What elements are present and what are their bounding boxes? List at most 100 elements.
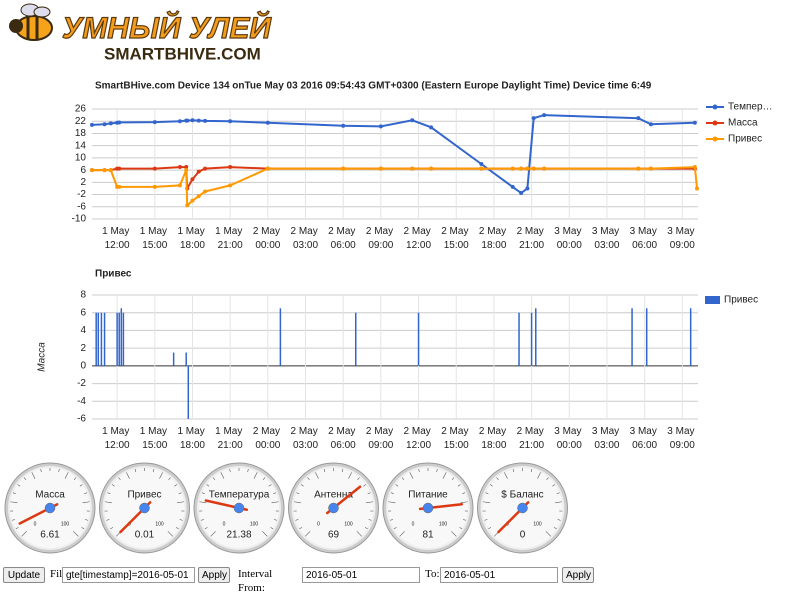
x-tick-label: 2 May 21:00 <box>517 426 547 451</box>
x-tick-time: 15:00 <box>444 440 469 451</box>
x-tick-date: 3 May <box>592 426 622 437</box>
x-tick-date: 1 May <box>102 426 132 437</box>
series-point <box>532 167 536 171</box>
apply-button-2[interactable]: Apply <box>562 567 594 583</box>
x-tick-date: 2 May <box>404 226 434 237</box>
page: УМНЫЙ УЛЕЙ SMARTBHIVE.COM SmartBHive.com… <box>0 0 800 576</box>
y-tick-label: 10 <box>75 153 87 164</box>
x-tick-date: 3 May <box>630 226 660 237</box>
series-point <box>203 119 207 123</box>
series-point <box>228 165 232 169</box>
series-point <box>429 125 433 129</box>
x-tick-time: 21:00 <box>519 240 544 251</box>
to-label: To: <box>425 567 440 583</box>
x-tick-date: 1 May <box>177 426 207 437</box>
gauge-hub <box>423 503 433 513</box>
x-tick-label: 2 May 09:00 <box>366 226 396 251</box>
gauge-value: 81 <box>422 530 434 541</box>
x-tick-date: 2 May <box>517 226 547 237</box>
legend-label: Привес <box>728 134 762 145</box>
x-tick-time: 00:00 <box>557 440 582 451</box>
bar <box>188 366 190 419</box>
gauge: Привес01000.01 <box>100 463 190 553</box>
x-tick-date: 1 May <box>215 226 245 237</box>
x-tick-time: 15:00 <box>142 240 167 251</box>
x-tick-date: 2 May <box>291 426 321 437</box>
series-point <box>178 165 182 169</box>
legend-dot <box>713 137 718 142</box>
series-point <box>185 119 189 123</box>
bar <box>101 313 103 366</box>
series-point <box>379 124 383 128</box>
x-tick-date: 3 May <box>630 426 660 437</box>
bar <box>690 308 692 366</box>
logo-subtitle: SMARTBHIVE.COM <box>104 44 261 63</box>
series-point <box>693 121 697 125</box>
bar <box>104 313 106 366</box>
gauge-min: 0 <box>412 521 415 527</box>
x-tick-label: 3 May 03:00 <box>592 426 622 451</box>
x-tick-date: 1 May <box>215 426 245 437</box>
filter-input[interactable] <box>62 567 195 583</box>
x-tick-date: 1 May <box>102 226 132 237</box>
logo-title: УМНЫЙ УЛЕЙ <box>62 10 272 45</box>
series-point <box>695 186 699 190</box>
series-point <box>190 118 194 122</box>
gauge-label: Температура <box>209 490 270 501</box>
y-tick-label: -2 <box>77 378 86 389</box>
x-tick-time: 21:00 <box>519 440 544 451</box>
x-tick-time: 21:00 <box>218 240 243 251</box>
series-point <box>636 167 640 171</box>
update-button[interactable]: Update <box>3 567 45 583</box>
x-tick-date: 1 May <box>177 226 207 237</box>
series-point <box>649 122 653 126</box>
x-tick-label: 2 May 18:00 <box>479 426 509 451</box>
gauge: $ Баланс01000 <box>478 463 568 553</box>
apply-button[interactable]: Apply <box>198 567 230 583</box>
to-input[interactable] <box>440 567 558 583</box>
x-tick-date: 2 May <box>328 426 358 437</box>
x-tick-label: 2 May 12:00 <box>404 426 434 451</box>
gauge-hub <box>45 503 55 513</box>
x-tick-label: 2 May 15:00 <box>441 226 471 251</box>
x-tick-date: 1 May <box>140 426 170 437</box>
gauge-value: 21.38 <box>226 530 251 541</box>
gauge-hub <box>329 503 339 513</box>
series-point <box>153 167 157 171</box>
y-tick-label: -4 <box>77 396 86 407</box>
series-point <box>511 185 515 189</box>
series-point <box>109 168 113 172</box>
series-point <box>479 162 483 166</box>
from-input[interactable] <box>302 567 420 583</box>
x-tick-label: 1 May 18:00 <box>177 226 207 251</box>
series-point <box>228 119 232 123</box>
x-tick-date: 3 May <box>554 426 584 437</box>
legend-swatch <box>705 296 720 304</box>
y-tick-label: -6 <box>77 414 86 425</box>
series-point <box>184 168 188 172</box>
x-tick-label: 1 May 15:00 <box>140 226 170 251</box>
bar <box>531 313 533 366</box>
x-tick-label: 2 May 18:00 <box>479 226 509 251</box>
bar <box>95 313 97 366</box>
legend-label: Привес <box>724 295 758 306</box>
gauge-max: 100 <box>250 521 259 527</box>
series-point <box>636 116 640 120</box>
x-tick-time: 21:00 <box>218 440 243 451</box>
x-tick-time: 15:00 <box>142 440 167 451</box>
gauge-min: 0 <box>34 521 37 527</box>
series-point <box>153 185 157 189</box>
x-tick-time: 12:00 <box>105 440 130 451</box>
gauge-max: 100 <box>61 521 70 527</box>
x-tick-date: 3 May <box>667 226 697 237</box>
bar <box>118 313 120 366</box>
gauge-label: Привес <box>127 490 161 501</box>
x-tick-label: 2 May 06:00 <box>328 226 358 251</box>
series-point <box>341 167 345 171</box>
series-point <box>197 194 201 198</box>
gauge-max: 100 <box>533 521 542 527</box>
